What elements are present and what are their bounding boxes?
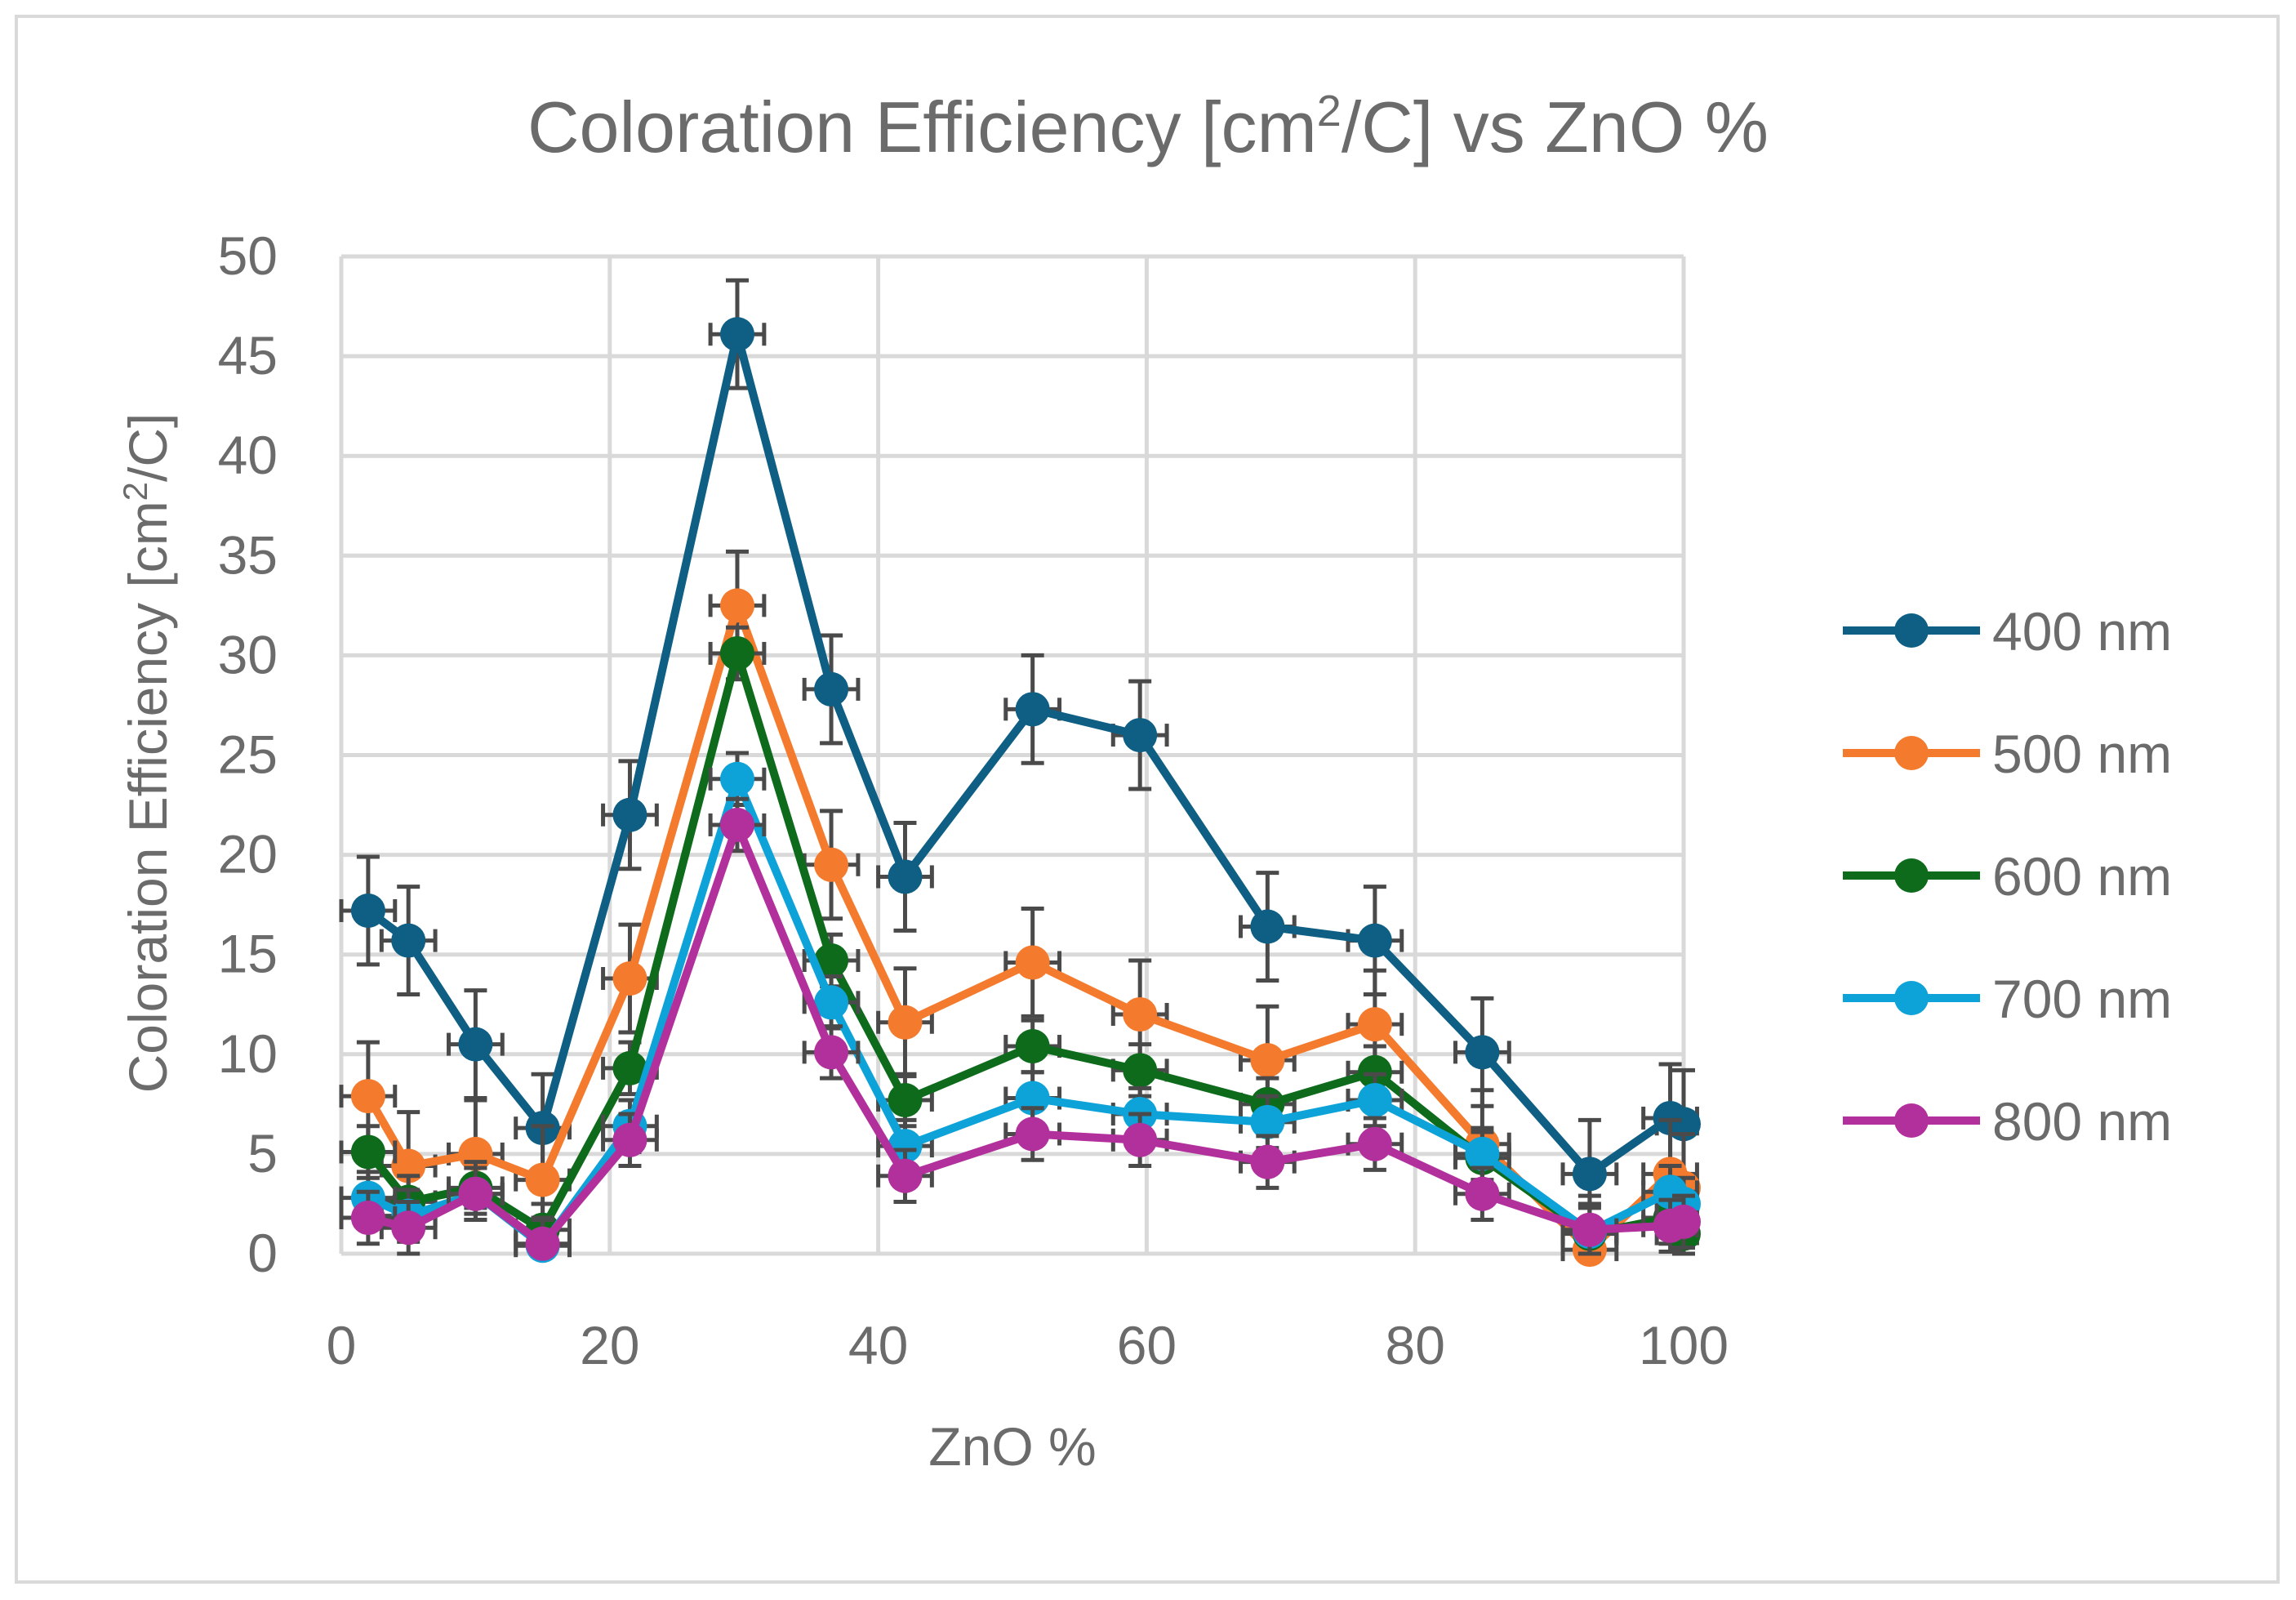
data-point xyxy=(719,761,754,796)
data-point xyxy=(1015,1116,1050,1152)
legend-label: 400 nm xyxy=(1992,601,2172,662)
legend-item: 800 nm xyxy=(1843,1091,2172,1152)
data-point xyxy=(458,1176,493,1211)
legend-item: 700 nm xyxy=(1843,969,2172,1029)
series-line xyxy=(366,774,1687,1250)
data-point xyxy=(1123,718,1158,753)
data-point xyxy=(1015,1029,1050,1064)
x-tick-label: 20 xyxy=(580,1315,639,1375)
chart-title: Coloration Efficiency [cm2/C] vs ZnO % xyxy=(527,87,1769,167)
x-axis-label: ZnO % xyxy=(928,1416,1096,1477)
x-tick-label: 40 xyxy=(848,1315,908,1375)
y-tick-label: 40 xyxy=(218,425,278,485)
data-point xyxy=(1015,945,1050,980)
data-point xyxy=(1123,1053,1158,1088)
y-tick-label: 10 xyxy=(218,1023,278,1084)
y-tick-label: 0 xyxy=(247,1223,278,1283)
data-point xyxy=(814,985,849,1020)
data-point xyxy=(612,797,647,832)
data-point xyxy=(1572,1157,1607,1192)
series-line xyxy=(365,330,1686,1179)
data-point xyxy=(888,1005,923,1040)
y-tick-label: 45 xyxy=(218,325,278,386)
series xyxy=(339,278,1701,1268)
data-point xyxy=(1250,1043,1285,1078)
series-800-nm xyxy=(339,796,1701,1261)
x-tick-label: 100 xyxy=(1639,1315,1729,1375)
legend-marker xyxy=(1894,858,1929,893)
data-point xyxy=(1357,923,1392,958)
legend: 400 nm 500 nm 600 nm 700 nm 800 nm xyxy=(1843,601,2172,1152)
x-tick-label: 60 xyxy=(1117,1315,1177,1375)
data-point xyxy=(888,859,923,894)
x-axis-ticks: 0 20 40 60 80 100 xyxy=(327,1315,1729,1375)
data-point xyxy=(1572,1212,1607,1247)
data-point xyxy=(719,317,754,352)
data-point xyxy=(612,1050,647,1085)
data-point xyxy=(1123,996,1158,1032)
data-point xyxy=(350,1134,385,1170)
legend-marker xyxy=(1894,1103,1929,1138)
legend-item: 400 nm xyxy=(1843,601,2172,662)
series-400-nm xyxy=(339,278,1701,1230)
data-point xyxy=(1250,1144,1285,1179)
data-point xyxy=(350,1201,385,1236)
y-tick-label: 20 xyxy=(218,824,278,885)
data-point xyxy=(350,1079,385,1114)
legend-label: 600 nm xyxy=(1992,846,2172,907)
legend-marker xyxy=(1894,736,1929,770)
grid xyxy=(339,254,1686,1256)
legend-label: 500 nm xyxy=(1992,724,2172,784)
data-point xyxy=(1465,1035,1500,1070)
data-point xyxy=(525,1162,560,1197)
data-point xyxy=(1666,1204,1701,1239)
legend-marker xyxy=(1894,981,1929,1015)
data-point xyxy=(814,671,849,706)
data-point xyxy=(391,1210,426,1246)
data-point xyxy=(612,1122,647,1157)
data-point xyxy=(458,1027,493,1062)
x-tick-label: 0 xyxy=(327,1315,357,1375)
data-point xyxy=(719,807,754,842)
y-tick-label: 35 xyxy=(218,524,278,585)
x-tick-label: 80 xyxy=(1385,1315,1444,1375)
y-tick-label: 5 xyxy=(247,1123,278,1183)
y-axis-ticks: 0 5 10 15 20 25 30 35 40 45 50 xyxy=(218,225,278,1283)
y-tick-label: 50 xyxy=(218,225,278,286)
series-line xyxy=(367,820,1685,1248)
data-point xyxy=(1357,1082,1392,1117)
data-point xyxy=(612,961,647,996)
data-point xyxy=(1357,1126,1392,1161)
data-point xyxy=(350,893,385,928)
data-point xyxy=(1250,1104,1285,1139)
legend-label: 800 nm xyxy=(1992,1091,2172,1152)
y-tick-label: 15 xyxy=(218,924,278,984)
data-point xyxy=(888,1082,923,1117)
data-point xyxy=(391,923,426,958)
data-point xyxy=(1015,692,1050,727)
y-tick-label: 30 xyxy=(218,624,278,684)
data-point xyxy=(814,943,849,978)
data-point xyxy=(719,635,754,671)
error-bars xyxy=(339,278,1699,1230)
data-point xyxy=(1465,1136,1500,1171)
data-point xyxy=(888,1158,923,1193)
legend-marker xyxy=(1894,613,1929,648)
legend-item: 600 nm xyxy=(1843,846,2172,907)
data-point xyxy=(1465,1176,1500,1211)
data-point xyxy=(814,847,849,882)
y-tick-label: 25 xyxy=(218,724,278,785)
data-point xyxy=(1123,1122,1158,1157)
data-point xyxy=(1357,1007,1392,1042)
legend-item: 500 nm xyxy=(1843,724,2172,784)
data-point xyxy=(814,1035,849,1070)
data-point xyxy=(719,588,754,623)
y-axis-label: Coloration Efficiency [cm2/C] xyxy=(116,413,178,1094)
data-point xyxy=(525,1226,560,1261)
data-point xyxy=(1250,909,1285,944)
legend-label: 700 nm xyxy=(1992,969,2172,1029)
